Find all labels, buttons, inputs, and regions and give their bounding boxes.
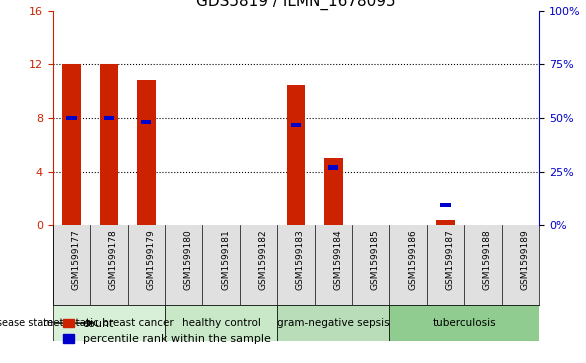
Title: GDS5819 / ILMN_1678095: GDS5819 / ILMN_1678095 <box>196 0 396 9</box>
Bar <box>441 203 451 207</box>
Text: GSM1599183: GSM1599183 <box>296 229 305 290</box>
Text: GSM1599178: GSM1599178 <box>109 229 118 290</box>
Text: GSM1599181: GSM1599181 <box>221 229 230 290</box>
Text: disease state: disease state <box>0 318 53 328</box>
Bar <box>141 120 151 124</box>
Bar <box>291 123 301 127</box>
Text: GSM1599184: GSM1599184 <box>333 229 342 290</box>
Text: GSM1599180: GSM1599180 <box>183 229 193 290</box>
Text: GSM1599182: GSM1599182 <box>258 229 268 290</box>
Text: GSM1599179: GSM1599179 <box>146 229 155 290</box>
Text: GSM1599185: GSM1599185 <box>371 229 380 290</box>
Text: GSM1599186: GSM1599186 <box>408 229 417 290</box>
Bar <box>62 65 81 225</box>
Text: GSM1599187: GSM1599187 <box>445 229 455 290</box>
FancyBboxPatch shape <box>165 305 277 341</box>
Text: GSM1599189: GSM1599189 <box>520 229 529 290</box>
Text: GSM1599177: GSM1599177 <box>71 229 80 290</box>
Bar <box>324 158 343 225</box>
Bar <box>100 65 118 225</box>
Bar <box>436 220 455 225</box>
FancyBboxPatch shape <box>390 305 539 341</box>
Text: metastatic breast cancer: metastatic breast cancer <box>43 318 174 328</box>
Bar <box>66 116 77 120</box>
Bar <box>287 85 305 225</box>
Bar <box>137 81 156 225</box>
FancyBboxPatch shape <box>277 305 390 341</box>
Bar <box>104 116 114 120</box>
Bar <box>328 166 339 170</box>
Text: GSM1599188: GSM1599188 <box>483 229 492 290</box>
Legend: count, percentile rank within the sample: count, percentile rank within the sample <box>58 314 275 349</box>
Text: tuberculosis: tuberculosis <box>432 318 496 328</box>
Text: gram-negative sepsis: gram-negative sepsis <box>277 318 390 328</box>
Text: healthy control: healthy control <box>182 318 261 328</box>
FancyBboxPatch shape <box>53 305 165 341</box>
